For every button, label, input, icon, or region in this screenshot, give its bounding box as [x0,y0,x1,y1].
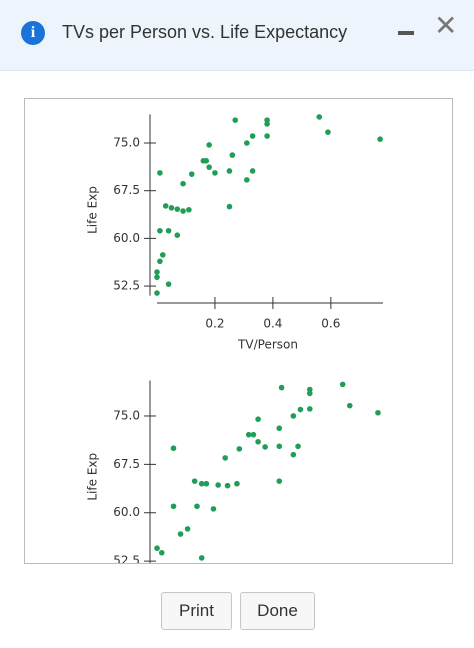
chart-panel [24,98,453,564]
point [245,431,252,438]
x-tick-label: 0.2 [205,317,224,331]
point [157,258,163,265]
point [154,290,160,296]
point [157,170,163,176]
x-tick-label: 0.4 [263,317,282,331]
point [210,506,217,512]
x-axis-label: TV/Person [237,338,298,352]
point [198,555,205,561]
y-tick-label: 67.5 [113,457,140,471]
point [339,381,346,388]
point [203,158,210,164]
point [154,545,160,552]
point [295,443,301,450]
point [232,117,239,123]
point [250,431,257,438]
minimize-button[interactable] [398,31,414,35]
point [174,232,181,238]
point [191,478,198,484]
point [290,413,297,419]
point [226,203,233,210]
dialog-header: i TVs per Person vs. Life Expectancy ✕ [0,0,474,71]
point [264,121,270,127]
point [262,444,268,450]
done-button[interactable]: Done [240,592,315,630]
dialog-title: TVs per Person vs. Life Expectancy [62,22,348,42]
info-icon: i [21,21,45,45]
point [226,168,233,174]
point [174,206,181,212]
point [215,482,221,488]
y-tick-label: 60.0 [113,231,140,245]
point [249,133,256,139]
point [198,480,205,487]
point [184,526,191,532]
y-tick-label: 60.0 [113,505,140,519]
point [186,206,192,213]
y-axis-label: Life Exp [86,186,100,234]
point [158,549,165,556]
point [234,480,240,487]
point [276,443,283,450]
point [307,406,313,412]
point [165,227,172,234]
point [157,227,163,234]
point [162,203,169,209]
point [188,171,195,177]
point [154,274,160,280]
point [159,252,166,258]
point [325,129,331,136]
point [170,445,177,452]
point [249,168,256,174]
point [276,425,283,432]
y-tick-label: 75.0 [113,136,140,150]
point [154,269,160,275]
point [224,482,231,489]
point [194,503,200,510]
point [170,503,177,510]
point [346,402,353,409]
close-button[interactable]: ✕ [434,10,458,41]
point [206,142,212,148]
point [244,177,250,183]
y-tick-label: 52.5 [113,554,140,568]
point [236,446,243,452]
point [316,114,323,120]
point [255,416,261,423]
point [276,478,283,484]
point [377,136,383,142]
point [375,409,381,416]
point [203,480,210,487]
point [212,170,218,176]
point [177,531,184,537]
y-tick-label: 52.5 [113,279,140,293]
point [168,205,175,211]
point [229,152,236,158]
point [206,164,212,170]
print-button[interactable]: Print [161,592,232,630]
point [264,133,270,139]
point [165,281,172,287]
point [180,208,186,214]
y-tick-label: 75.0 [113,408,140,422]
point [307,386,313,393]
point [244,140,250,146]
point [307,390,313,397]
point [297,406,304,413]
y-axis-label: Life Exp [86,453,100,501]
plots: 52.5 60.0 67.5 75.0 0.2 0.4 0.6 TV/Person Life E… [86,114,383,568]
y-tick-label: 67.5 [113,183,140,197]
point [255,438,261,445]
point [180,180,186,187]
point [278,384,285,391]
point [222,455,228,461]
point [290,451,297,458]
x-tick-label: 0.6 [321,317,340,331]
